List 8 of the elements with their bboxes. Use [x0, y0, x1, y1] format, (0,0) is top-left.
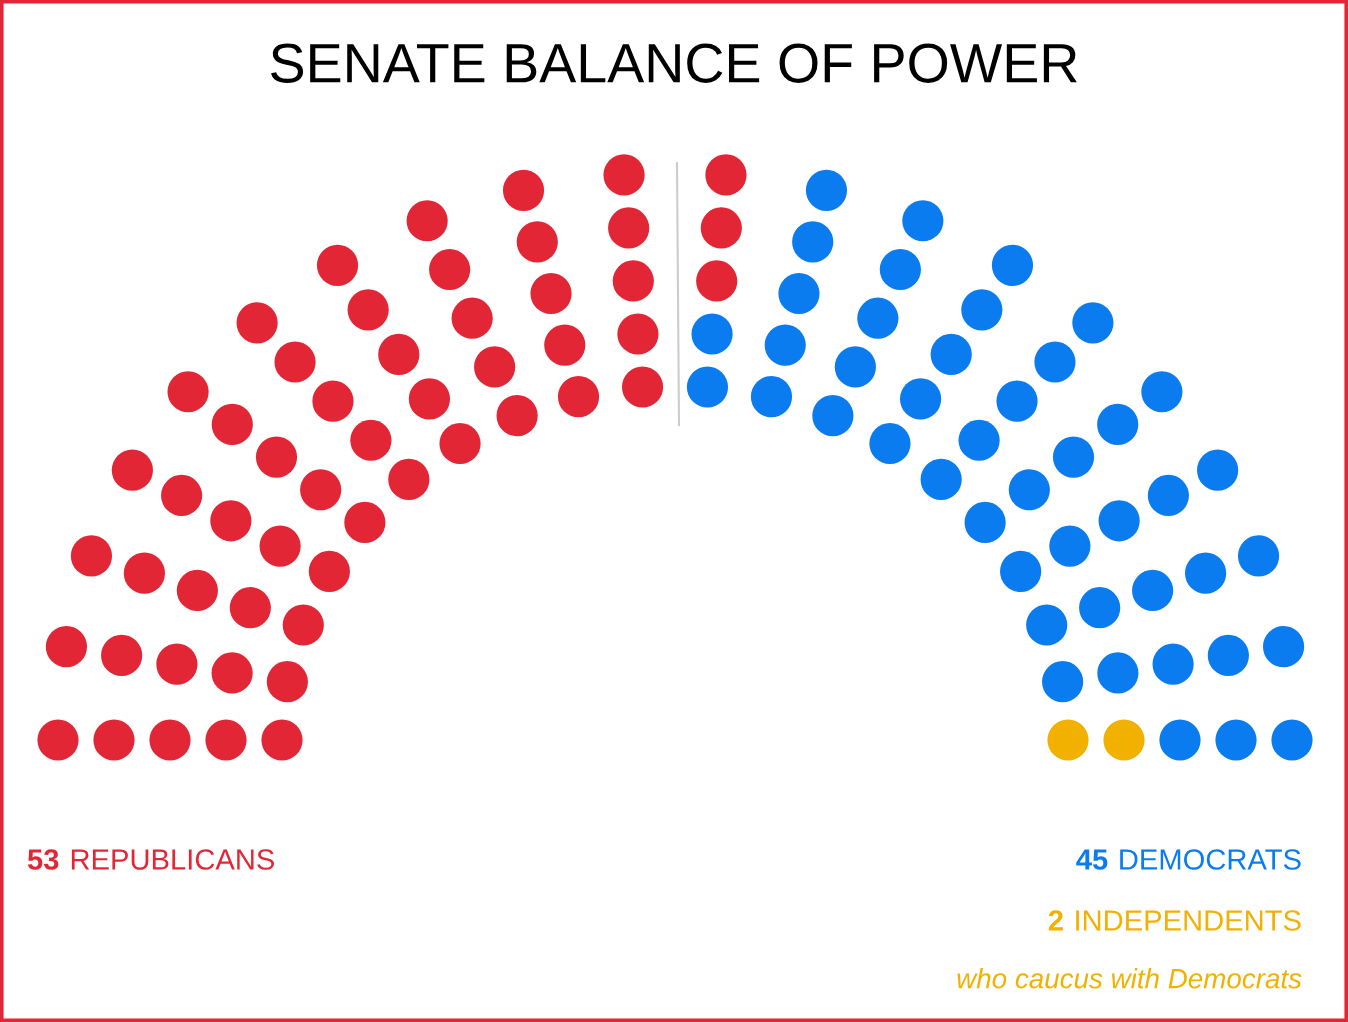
- category-label: INDEPENDENTS: [1076, 910, 1301, 931]
- category-label: REPUBLICANS: [71, 849, 275, 870]
- text: who caucus with Democrats: [957, 968, 1302, 989]
- data-label: 53: [27, 849, 59, 870]
- data-label: 2: [1048, 910, 1063, 931]
- text: SENATE BALANCE OF POWER: [271, 43, 1077, 83]
- data-label: 45: [1076, 849, 1108, 870]
- category-label: DEMOCRATS: [1120, 849, 1301, 870]
